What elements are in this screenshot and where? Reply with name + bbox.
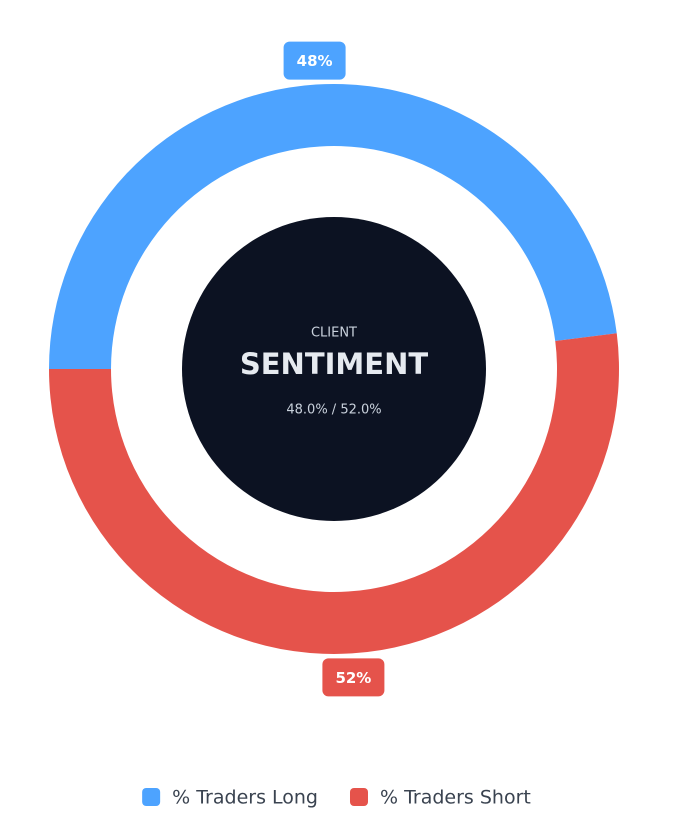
- center-title: SENTIMENT: [240, 347, 428, 381]
- value-badge: [322, 658, 385, 697]
- slice: [49, 83, 617, 370]
- value-badge: [283, 41, 346, 80]
- center-subtitle: 48.0% / 52.0%: [286, 403, 381, 418]
- slice: [49, 333, 619, 654]
- legend-label: % Traders Long: [172, 787, 318, 809]
- legend: % Traders Long % Traders Short: [142, 787, 531, 809]
- legend-swatch: [349, 788, 368, 806]
- center-disc: [182, 217, 486, 521]
- center-kicker: CLIENT: [311, 326, 357, 341]
- value-label: 52%: [335, 669, 371, 687]
- value-label: 48%: [297, 52, 333, 70]
- legend-label: % Traders Short: [380, 787, 531, 809]
- legend-swatch: [142, 788, 161, 806]
